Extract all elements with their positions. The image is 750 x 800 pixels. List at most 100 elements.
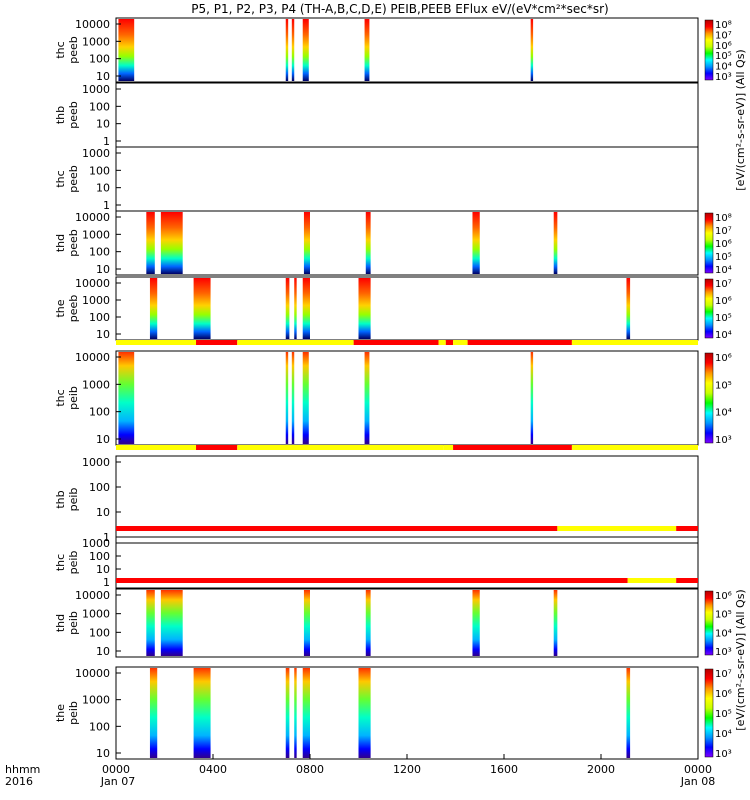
panel-probe-label: thd [54, 614, 67, 632]
spectrogram-burst [285, 19, 289, 81]
y-tick-label: 10000 [75, 589, 110, 602]
colorbar-tick-label: 10⁴ [715, 330, 732, 341]
spectrogram-burst [365, 212, 371, 274]
y-tick-label: 10 [96, 563, 110, 576]
spectrogram-burst [160, 212, 183, 274]
panel-frame [115, 210, 699, 276]
flag-segment [453, 445, 572, 450]
y-tick-label: 10 [96, 747, 110, 760]
colorbar-tick-label: 10⁵ [715, 380, 732, 391]
y-tick-label: 1000 [82, 228, 110, 241]
panel-frame [115, 17, 699, 83]
colorbar-tick-label: 10⁴ [715, 408, 732, 419]
y-tick-label: 10 [96, 118, 110, 131]
x-axis-row-label-time: hhmm [5, 763, 40, 776]
flag-segment [557, 526, 677, 531]
spectrogram-burst [365, 590, 371, 656]
y-tick-label: 1000 [82, 694, 110, 707]
spectrogram-burst [530, 19, 534, 81]
y-tick-label: 1000 [82, 456, 110, 469]
panel-frame [115, 536, 699, 589]
panel-probe-label: thc [54, 170, 67, 187]
spectrogram-burst [118, 19, 135, 81]
x-tick-label: 0000 [684, 763, 712, 776]
y-tick-label: 100 [89, 481, 110, 494]
x-tick-label: 2000 [587, 763, 615, 776]
spectrogram-burst [291, 19, 295, 81]
y-tick-label: 1000 [82, 294, 110, 307]
panel-thb-peib: 1000 100 10 1 thb peib [54, 445, 699, 544]
flag-segment [627, 578, 677, 583]
spectrogram-burst [626, 668, 631, 758]
spectrogram-burst [553, 590, 558, 656]
spectrogram-burst [294, 668, 297, 758]
panel-thd-peib: 10000 1000 100 10 thd peib 10⁶ 10⁵ 10⁴ 10³ [54, 578, 732, 658]
y-tick-label: 1000 [82, 537, 110, 550]
colorbar-tick-label: 10⁵ [715, 610, 732, 621]
spectrogram-burst [285, 668, 290, 758]
y-tick-label: 100 [89, 626, 110, 639]
y-tick-label: 100 [89, 53, 110, 66]
colorbar-tick-label: 10⁵ [715, 709, 732, 720]
flag-segment [196, 340, 238, 345]
flag-segment [116, 578, 628, 583]
spectrogram-burst [626, 278, 631, 339]
colorbar-tick-label: 10⁴ [715, 729, 732, 740]
panel-product-label: peeb [67, 165, 80, 193]
y-tick-label: 100 [89, 406, 110, 419]
spectrogram-burst [118, 352, 135, 444]
figure-title: P5, P1, P2, P3, P4 (TH-A,B,C,D,E) PEIB,P… [191, 2, 608, 16]
x-tick-label: 0800 [296, 763, 324, 776]
y-tick-label: 1 [103, 531, 110, 544]
y-tick-label: 1000 [82, 378, 110, 391]
spectrogram-burst [364, 19, 370, 81]
panel-thd-peeb: 10000 1000 100 10 thd peeb 10⁸ 10⁷ 10⁶ 10⁵ 10⁴ [54, 210, 732, 276]
flag-segment [237, 340, 354, 345]
colorbar-tick-label: 10³ [715, 72, 732, 83]
flag-segment [116, 526, 558, 531]
y-tick-label: 1000 [82, 35, 110, 48]
y-tick-label: 1 [103, 199, 110, 212]
colorbar [704, 590, 714, 656]
colorbar [704, 278, 714, 339]
colorbar-tick-label: 10³ [715, 647, 732, 658]
x-tick-label: 1600 [490, 763, 518, 776]
y-tick-label: 100 [89, 246, 110, 259]
y-tick-label: 100 [89, 164, 110, 177]
flag-segment [353, 340, 439, 345]
panel-product-label: peib [67, 551, 80, 575]
colorbar-tick-label: 10⁵ [715, 313, 732, 324]
spectrogram-burst [302, 668, 310, 758]
colorbar-tick-label: 10⁶ [715, 591, 732, 602]
y-tick-label: 10 [96, 433, 110, 446]
colorbar [704, 212, 714, 274]
spectrogram-burst [149, 668, 158, 758]
spectrogram-burst [364, 352, 370, 444]
spectrogram-burst [303, 590, 310, 656]
y-tick-label: 100 [89, 550, 110, 563]
x-axis-row-label-year: 2016 [5, 775, 33, 788]
panel-frame [115, 146, 699, 212]
colorbar-tick-label: 10⁷ [715, 669, 732, 680]
y-tick-label: 10000 [75, 277, 110, 290]
panel-probe-label: the [54, 299, 67, 317]
y-tick-label: 1000 [82, 147, 110, 160]
colorbar-tick-label: 10⁸ [715, 213, 732, 224]
x-axis-ticks: 0000 0400 0800 1200 1600 2000 0000 [102, 754, 712, 776]
y-tick-label: 100 [89, 100, 110, 113]
flag-segment [116, 445, 197, 450]
flag-segment [676, 578, 698, 583]
colorbar-axis-title: [eV/(cm²-s-sr-eV)] (All Qs) [734, 49, 747, 190]
spectrogram-burst [285, 278, 290, 339]
spectrogram-burst [553, 212, 558, 274]
y-tick-label: 10000 [75, 211, 110, 224]
spectrogram-burst [146, 590, 155, 656]
y-tick-label: 10 [96, 182, 110, 195]
spectrogram-burst [160, 590, 183, 656]
flag-segment [445, 340, 454, 345]
y-tick-label: 100 [89, 311, 110, 324]
y-tick-label: 1 [103, 576, 110, 589]
colorbar-tick-label: 10⁵ [715, 252, 732, 263]
spectrogram-burst [291, 352, 295, 444]
